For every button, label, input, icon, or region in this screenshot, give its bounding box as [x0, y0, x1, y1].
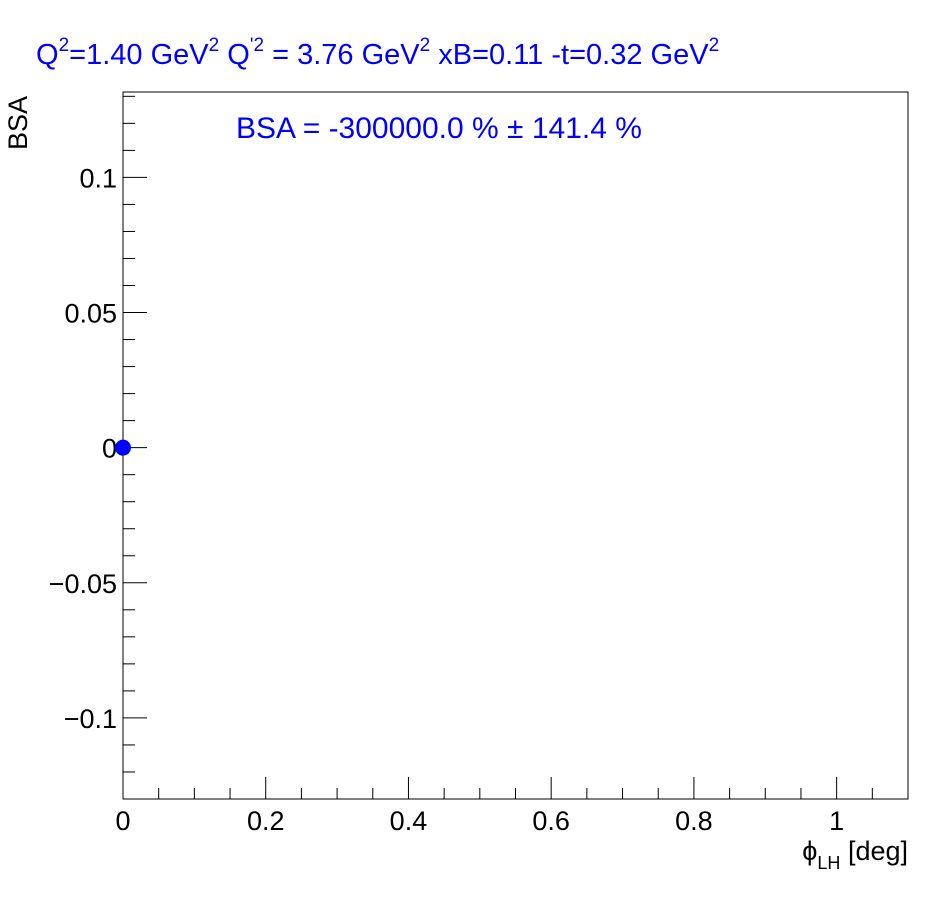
x-tick-label: 0.4 [390, 806, 428, 836]
x-axis-ticks [122, 777, 909, 799]
y-tick-label: −0.05 [49, 569, 117, 599]
y-axis-title: BSA [3, 96, 33, 150]
bsa-annotation: BSA = -300000.0 % ± 141.4 % [236, 112, 642, 145]
x-tick-label: 0.2 [247, 806, 285, 836]
chart-title: Q2=1.40 GeV2 Q'2 = 3.76 GeV2 xB=0.11 -t=… [36, 35, 719, 71]
plot-frame [122, 91, 909, 800]
data-point [115, 439, 131, 456]
y-axis-ticks [123, 95, 147, 800]
y-axis-tick-labels: 0.1 0.05 0 −0.05 −0.1 [49, 163, 117, 734]
x-tick-label: 1 [829, 806, 844, 836]
x-tick-label: 0.8 [675, 806, 713, 836]
x-tick-label: 0 [115, 806, 130, 836]
x-tick-label: 0.6 [532, 806, 570, 836]
y-tick-label: −0.1 [64, 704, 117, 734]
y-tick-label: 0.05 [64, 299, 117, 329]
x-axis-tick-labels: 0 0.2 0.4 0.6 0.8 1 [115, 806, 844, 836]
x-axis-title: ϕLH [deg] [802, 836, 908, 873]
data-points [115, 439, 131, 456]
y-tick-label: 0.1 [79, 163, 117, 193]
y-tick-label: 0 [102, 434, 117, 464]
